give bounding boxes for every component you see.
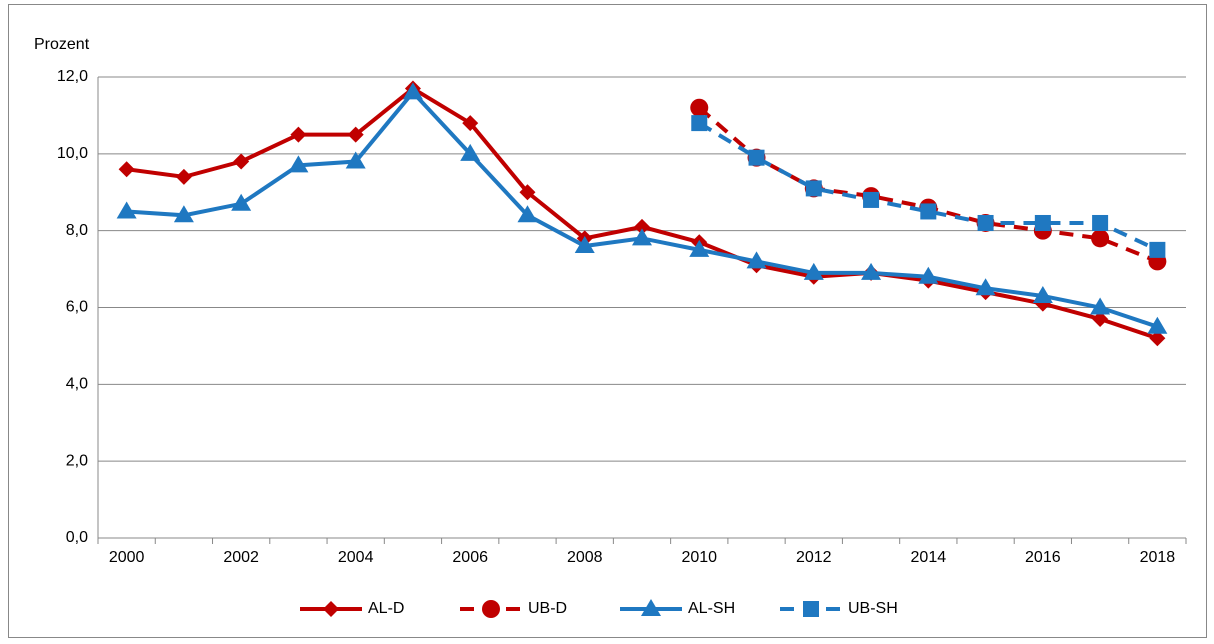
data-point [690,98,709,117]
legend-marker [803,601,819,617]
x-tick-label: 2008 [567,549,603,566]
data-point [1034,214,1051,231]
y-tick-label: 2,0 [66,452,88,469]
data-point [634,218,650,235]
data-point [173,205,194,223]
data-point [1147,316,1168,334]
legend-marker [641,599,661,616]
data-point [290,126,307,143]
data-point [347,126,364,143]
data-point [574,236,595,254]
data-point [231,193,252,211]
legend-label: UB-SH [848,600,898,617]
data-point [863,191,880,208]
x-tick-label: 2016 [1025,549,1061,566]
data-point [233,153,250,170]
legend-label: AL-D [368,600,404,617]
data-point [517,205,538,223]
chart-border [8,4,1207,638]
data-point [689,239,710,257]
series-line [698,121,1159,252]
y-tick-label: 4,0 [66,376,88,393]
data-point [920,203,937,220]
y-tick-label: 8,0 [66,222,88,239]
data-point [803,262,824,280]
data-point [1092,311,1109,328]
data-point [462,115,479,132]
data-point [748,149,765,166]
x-tick-label: 2014 [911,549,947,566]
x-tick-label: 2010 [681,549,717,566]
y-tick-label: 10,0 [57,145,88,162]
legend-marker [482,600,500,618]
data-point [746,251,767,269]
x-tick-label: 2002 [223,549,259,566]
y-axis-label: Prozent [34,36,90,53]
data-point [805,180,822,197]
data-point [1091,229,1110,248]
data-point [632,228,652,246]
x-tick-label: 2000 [109,549,145,566]
data-point [460,143,481,161]
legend-marker [323,601,339,617]
x-tick-label: 2006 [452,549,488,566]
x-tick-label: 2004 [338,549,374,566]
y-tick-label: 6,0 [66,299,88,316]
data-point [1149,241,1166,258]
data-point [1092,214,1109,231]
data-point [1032,285,1053,303]
data-point [977,214,994,231]
y-tick-label: 12,0 [57,68,88,85]
data-point [1149,330,1166,347]
data-point [918,266,939,284]
y-tick-label: 0,0 [66,529,88,546]
data-point [116,201,137,219]
data-point [691,115,708,132]
data-point [118,161,135,178]
x-tick-label: 2018 [1140,549,1176,566]
x-tick-label: 2012 [796,549,832,566]
data-point [1090,297,1111,315]
data-point [519,184,536,201]
data-point [861,262,882,280]
data-point [402,82,423,100]
data-point [288,155,309,173]
data-point [175,168,192,185]
data-point [975,278,996,296]
data-point [345,151,366,169]
legend-label: UB-D [528,600,567,617]
legend-label: AL-SH [688,600,735,617]
